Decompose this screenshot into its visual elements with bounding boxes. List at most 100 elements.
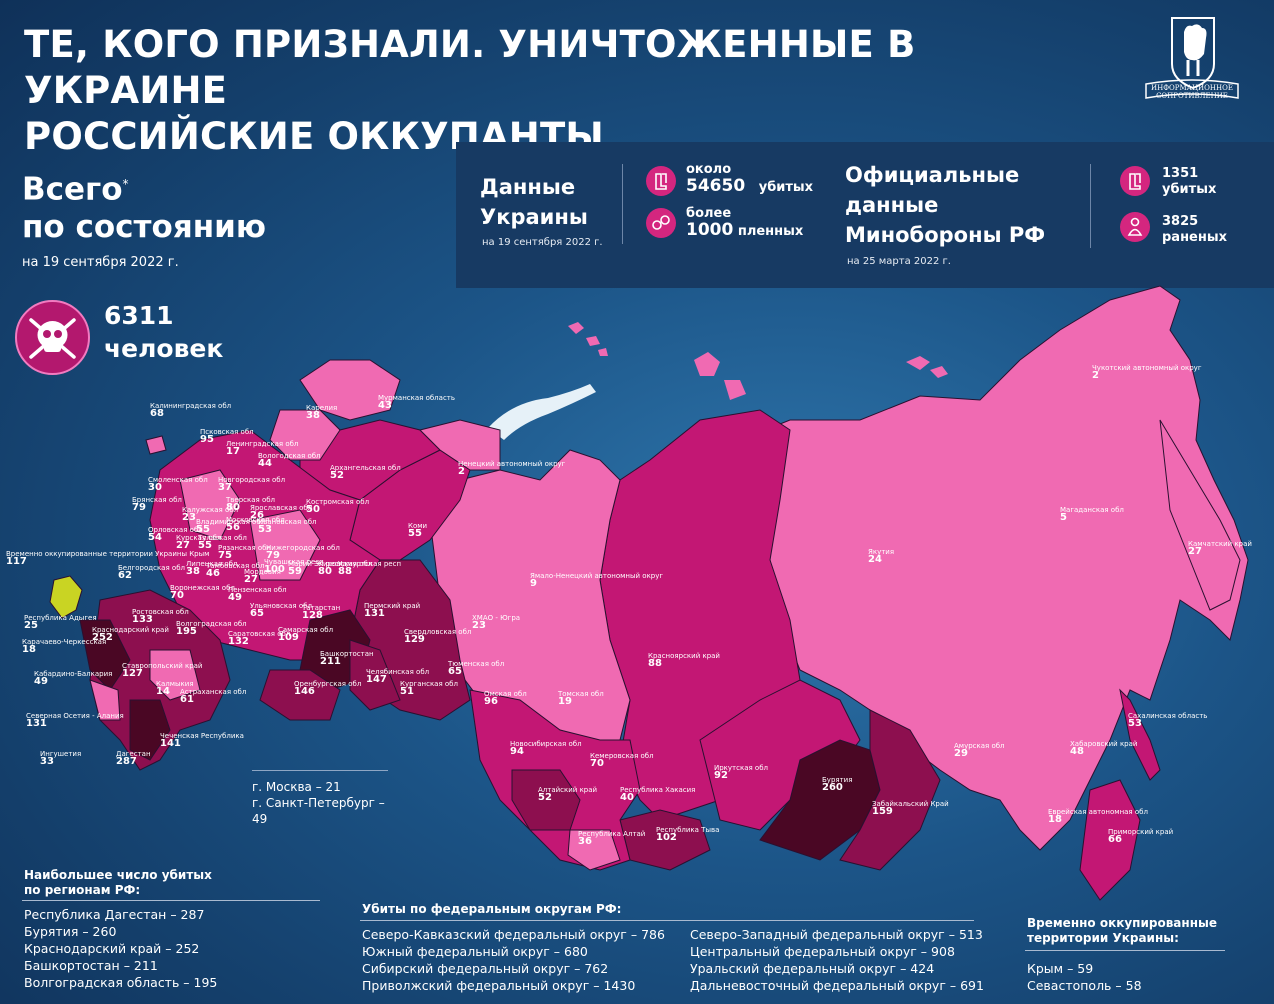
region-value: 27 <box>1188 546 1202 557</box>
region-name: Коми <box>408 522 428 530</box>
region-label: Ставропольский край 127 <box>122 662 202 679</box>
region-name: Владимирская обл <box>196 518 266 526</box>
region-name: Ивановская обл <box>258 518 317 526</box>
list-item: Дальневосточный федеральный округ – 691 <box>690 978 984 993</box>
region-value: 56 <box>226 522 240 533</box>
list-item: Северо-Западный федеральный округ – 513 <box>690 927 983 942</box>
region-label: Хабаровский край 48 <box>1070 740 1138 757</box>
region-value: 33 <box>40 756 54 767</box>
region-name: Пермский край <box>364 602 421 610</box>
occupied-list: Крым – 59 Севастополь – 58 <box>1027 960 1142 994</box>
region-name: Кировская обл <box>318 560 373 568</box>
region-name: Чеченская Республика <box>160 732 244 740</box>
region-name: Мурманская область <box>378 394 455 402</box>
federal-districts-heading: Убиты по федеральным округам РФ: <box>362 902 622 916</box>
region-value: 195 <box>176 626 197 637</box>
boots-icon <box>1120 166 1150 196</box>
region-value: 59 <box>288 566 302 577</box>
region-value: 287 <box>116 756 137 767</box>
region-value: 75 <box>218 550 232 561</box>
region-value: 19 <box>558 696 572 707</box>
region-label: Калининградская обл 68 <box>150 402 231 419</box>
region-value: 17 <box>226 446 240 457</box>
federal-districts-col-2: Северо-Западный федеральный округ – 513 … <box>690 926 984 994</box>
rf-killed: 1351 убитых <box>1162 166 1216 198</box>
region-name: Новгородская обл <box>218 476 286 484</box>
region-value: 102 <box>656 832 677 843</box>
region-label: Ненецкий автономный округ 2 <box>458 460 565 477</box>
federal-districts-col-1: Северо-Кавказский федеральный округ – 78… <box>362 926 665 994</box>
region-value: 27 <box>244 574 258 585</box>
region-value: 9 <box>530 578 537 589</box>
region-label: Камчатский край 27 <box>1188 540 1252 557</box>
ukraine-captured: более 1000 пленных <box>686 206 804 240</box>
region-name: Калужская обл <box>182 506 239 514</box>
list-item: Приволжский федеральный округ – 1430 <box>362 978 636 993</box>
top-regions-list: Республика Дагестан – 287 Бурятия – 260 … <box>24 906 217 991</box>
rf-killed-value: 1351 <box>1162 166 1199 181</box>
region-label: Омская обл 96 <box>484 690 527 707</box>
region-value: 146 <box>294 686 315 697</box>
region-label: Астраханская обл 61 <box>180 688 246 705</box>
region-label: Тверская обл 80 <box>226 496 276 513</box>
panel-divider <box>1090 164 1091 248</box>
region-value: 79 <box>266 550 280 561</box>
logo-caption: ИНФОРМАЦИОННОЕ СОПРОТИВЛЕНИЕ <box>1151 84 1233 100</box>
region-label: Костромская обл 50 <box>306 498 369 515</box>
region-label: Смоленская обл 30 <box>148 476 208 493</box>
region-label: Кабардино-Балкария 49 <box>34 670 112 687</box>
occupied-heading: Временно оккупированные территории Украи… <box>1027 916 1217 945</box>
region-label: Карачаево-Черкесская 18 <box>22 638 106 655</box>
region-name: Тверская обл <box>226 496 276 504</box>
region-label: Ямало-Ненецкий автономный округ 9 <box>530 572 663 589</box>
region-value: 53 <box>258 524 272 535</box>
region-caucasus-light <box>89 679 121 721</box>
region-label: Калужская обл 23 <box>182 506 239 523</box>
region-kalmykia <box>149 649 201 701</box>
region-name: Смоленская обл <box>148 476 208 484</box>
region-value: 133 <box>132 614 153 625</box>
region-label: Калмыкия 14 <box>156 680 194 697</box>
new-siberian-islands <box>906 356 948 378</box>
region-name: Республика Алтай <box>578 830 646 838</box>
page-title: ТЕ, КОГО ПРИЗНАЛИ. УНИЧТОЖЕННЫЕ В УКРАИН… <box>24 22 1124 160</box>
total-count: 6311 <box>104 301 174 330</box>
region-name: Алтайский край <box>538 786 598 794</box>
rf-wounded-value: 3825 <box>1162 214 1199 229</box>
region-value: 100 <box>264 564 285 575</box>
region-value: 128 <box>302 610 323 621</box>
region-name: Курская обл <box>176 534 222 542</box>
region-label: Чувашская респ 100 <box>264 558 324 575</box>
region-value: 94 <box>510 746 524 757</box>
region-value: 26 <box>250 510 264 521</box>
region-label: Владимирская обл 55 <box>196 518 266 535</box>
region-krasnodar <box>79 619 131 691</box>
region-value: 131 <box>364 608 385 619</box>
region-name: Дагестан <box>116 750 151 758</box>
region-name: Хабаровский край <box>1070 740 1138 748</box>
region-crimea <box>49 575 83 619</box>
region-label: Псковская обл 95 <box>200 428 254 445</box>
region-value: 80 <box>226 502 240 513</box>
region-name: Мордовия <box>244 568 281 576</box>
region-label: Тюменская обл 65 <box>448 660 504 677</box>
region-value: 88 <box>338 566 352 577</box>
region-name: Ленинградская обл <box>226 440 299 448</box>
list-item: Башкортостан – 211 <box>24 958 158 973</box>
region-value: 5 <box>1060 512 1067 523</box>
region-label: Московская обл 56 <box>226 516 285 533</box>
region-label: Ярославская обл 26 <box>250 504 312 521</box>
rf-data-date: на 25 марта 2022 г. <box>847 256 951 267</box>
region-name: Воронежская обл <box>170 584 235 592</box>
region-label: Дагестан 287 <box>116 750 151 767</box>
region-name: Сахалинская область <box>1128 712 1208 720</box>
region-murmansk <box>299 359 401 421</box>
region-value: 38 <box>186 566 200 577</box>
region-value: 147 <box>366 674 387 685</box>
region-value: 65 <box>250 608 264 619</box>
region-label: Амурская обл 29 <box>954 742 1005 759</box>
list-item: Краснодарский край – 252 <box>24 941 200 956</box>
region-label: Свердловская обл 129 <box>404 628 471 645</box>
region-name: Архангельская обл <box>330 464 401 472</box>
divider <box>1025 950 1225 951</box>
